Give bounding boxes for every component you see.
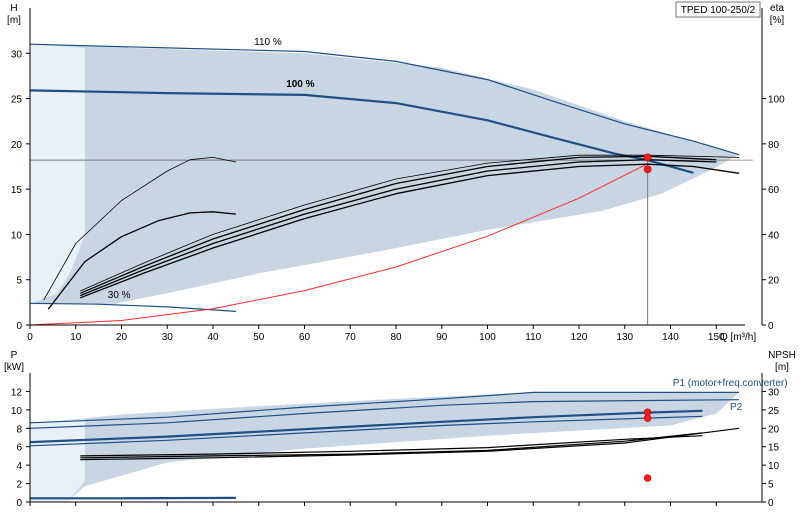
curve-label-2: 30 % <box>108 290 131 301</box>
x-axis-label: Q [m³/h] <box>720 332 756 343</box>
power-axis-title: P <box>11 350 18 361</box>
power-axis-unit: [kW] <box>4 362 24 373</box>
y-tick-label: 0 <box>16 321 22 332</box>
x-tick-label: 90 <box>436 332 448 343</box>
x-tick-label: 10 <box>70 332 82 343</box>
operating-envelope <box>30 44 739 304</box>
npsh-axis-title: NPSH <box>768 350 796 361</box>
y2-tick-label: 40 <box>768 230 780 241</box>
y-tick-label: 10 <box>11 230 23 241</box>
npsh-y-tick-label: 0 <box>768 498 774 509</box>
duty-point-marker <box>644 166 651 173</box>
x-tick-label: 50 <box>253 332 265 343</box>
npsh-y-tick-label: 20 <box>768 424 780 435</box>
x-tick-label: 140 <box>662 332 679 343</box>
y2-tick-label: 0 <box>768 321 774 332</box>
npsh-y-tick-label: 15 <box>768 443 780 454</box>
y2-tick-label: 100 <box>768 95 785 106</box>
y-tick-label: 30 <box>11 49 23 60</box>
power-y-tick-label: 0 <box>16 498 22 509</box>
x-tick-label: 70 <box>345 332 357 343</box>
y-tick-label: 20 <box>11 140 23 151</box>
power-y-tick-label: 4 <box>16 461 22 472</box>
power-envelope-min-flow-zone <box>30 419 85 502</box>
x-tick-label: 60 <box>299 332 311 343</box>
power-y-tick-label: 6 <box>16 443 22 454</box>
y2-axis-title: eta <box>770 3 784 14</box>
power-y-tick-label: 2 <box>16 480 22 491</box>
x-tick-label: 40 <box>207 332 219 343</box>
y-tick-label: 25 <box>11 95 23 106</box>
power-legend-label-1: P2 <box>730 402 743 413</box>
y2-tick-label: 80 <box>768 140 780 151</box>
power-y-tick-label: 10 <box>11 406 23 417</box>
x-tick-label: 120 <box>571 332 588 343</box>
x-tick-label: 20 <box>116 332 128 343</box>
power-y-tick-label: 12 <box>11 387 23 398</box>
curve-label-1: 100 % <box>286 79 314 90</box>
y-tick-label: 5 <box>16 276 22 287</box>
chart-title: TPED 100-250/2 <box>681 5 756 16</box>
y2-axis-unit: [%] <box>770 15 785 26</box>
y2-tick-label: 60 <box>768 185 780 196</box>
y2-tick-label: 20 <box>768 276 780 287</box>
power-duty-marker <box>644 475 651 482</box>
x-tick-label: 110 <box>525 332 541 343</box>
x-tick-label: 100 <box>479 332 496 343</box>
power-duty-marker <box>644 415 651 422</box>
x-tick-label: 30 <box>162 332 174 343</box>
npsh-y-tick-label: 30 <box>768 387 780 398</box>
x-tick-label: 130 <box>616 332 633 343</box>
npsh-y-tick-label: 25 <box>768 406 780 417</box>
npsh-y-tick-label: 10 <box>768 461 780 472</box>
x-tick-label: 80 <box>390 332 402 343</box>
duty-point-marker <box>644 154 651 161</box>
npsh-axis-unit: [m] <box>775 362 789 373</box>
y-tick-label: 15 <box>11 185 23 196</box>
x-tick-label: 0 <box>27 332 33 343</box>
y-axis-unit: [m] <box>7 15 21 26</box>
curve-label-0: 110 % <box>254 37 282 48</box>
npsh-y-tick-label: 5 <box>768 480 774 491</box>
power-y-tick-label: 8 <box>16 424 22 435</box>
y-axis-title: H <box>10 3 17 14</box>
